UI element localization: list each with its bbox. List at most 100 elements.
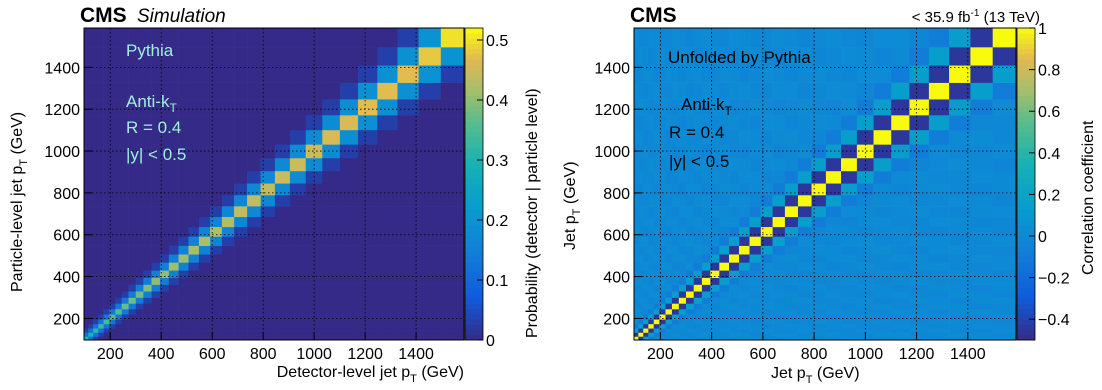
left-heatmap-cell — [305, 82, 323, 100]
right-heatmap-cell — [841, 194, 858, 207]
right-heatmap-cell — [643, 319, 649, 325]
left-heatmap-cell — [159, 65, 170, 83]
left-heatmap-cell — [128, 206, 137, 218]
right-heatmap-cell — [648, 262, 655, 271]
left-heatmap-cell — [305, 115, 323, 131]
right-heatmap-cell — [856, 99, 874, 116]
left-heatmap-cell — [103, 183, 110, 196]
left-colorbar-segment — [465, 147, 483, 154]
left-heatmap-cell — [234, 82, 248, 100]
left-heatmap-cell — [357, 309, 378, 315]
right-heatmap-cell — [648, 115, 655, 131]
right-heatmap-cell — [634, 129, 639, 145]
left-heatmap-cell — [274, 284, 291, 292]
right-heatmap-cell — [659, 277, 666, 285]
right-colorbar-segment — [1017, 158, 1035, 164]
left-heatmap-cell — [168, 129, 179, 145]
right-heatmap-cell — [643, 47, 649, 66]
left-heatmap-cell — [159, 245, 170, 255]
left-heatmap-cell — [210, 194, 223, 207]
right-heatmap-cell — [634, 28, 639, 48]
right-heatmap-cell — [729, 82, 740, 100]
left-heatmap-cell — [188, 82, 200, 100]
right-heatmap-cell — [710, 115, 720, 131]
right-heatmap-cell — [772, 297, 786, 304]
left-colorbar-segment — [465, 199, 483, 206]
right-colorbar-tick-label: 0.4 — [1038, 146, 1060, 163]
left-heatmap-cell — [289, 183, 307, 196]
right-heatmap-cell — [909, 194, 930, 207]
left-heatmap-cell — [274, 157, 291, 172]
right-heatmap-cell — [909, 332, 930, 337]
left-heatmap-cell — [289, 277, 307, 285]
right-heatmap-cell — [729, 332, 740, 337]
right-heatmap-cell — [841, 129, 858, 145]
right-heatmap-cell — [873, 303, 892, 310]
left-heatmap-cell — [84, 314, 89, 320]
right-heatmap-cell — [710, 82, 720, 100]
left-heatmap-cell — [159, 194, 170, 207]
right-heatmap-cell — [719, 157, 730, 172]
left-heatmap-cell — [151, 254, 161, 263]
left-heatmap-cell — [135, 314, 144, 320]
left-heatmap-cell — [234, 291, 248, 298]
left-heatmap-cell — [357, 206, 378, 218]
right-heatmap-cell — [811, 170, 827, 184]
right-heatmap-cell — [638, 254, 644, 263]
left-colorbar-segment — [465, 246, 483, 252]
right-heatmap-cell — [856, 303, 874, 310]
right-heatmap-cell — [760, 319, 773, 325]
right-heatmap-cell — [643, 157, 649, 172]
right-heatmap-cell — [701, 183, 711, 196]
left-heatmap-cell — [159, 297, 170, 304]
right-heatmap-cell — [811, 236, 827, 246]
left-heatmap-cell — [84, 206, 89, 218]
right-heatmap-cell — [992, 129, 1017, 145]
left-heatmap-cell — [135, 291, 144, 298]
right-heatmap-cell — [643, 65, 649, 83]
right-heatmap-cell — [678, 183, 687, 196]
left-heatmap-cell — [151, 291, 161, 298]
right-heatmap-cell — [811, 99, 827, 116]
right-heatmap-cell — [701, 65, 711, 83]
right-heatmap-cell — [949, 328, 971, 333]
left-heatmap-cell — [198, 270, 211, 278]
left-heatmap-cell — [98, 183, 104, 196]
right-heatmap-cell — [772, 245, 786, 255]
left-heatmap-cell — [159, 262, 170, 271]
left-heatmap-cell — [221, 323, 235, 329]
right-heatmap-cell — [710, 291, 720, 298]
right-heatmap-cell — [719, 82, 730, 100]
right-heatmap-cell — [701, 216, 711, 228]
right-heatmap-cell — [928, 47, 950, 66]
right-heatmap-cell — [653, 314, 660, 320]
right-heatmap-cell — [841, 216, 858, 228]
left-heatmap-cell — [151, 236, 161, 246]
right-heatmap-cell — [638, 129, 644, 145]
right-heatmap-cell — [928, 291, 950, 298]
left-heatmap-cell — [159, 319, 170, 325]
left-heatmap-cell — [188, 291, 200, 298]
right-heatmap-cell — [693, 65, 703, 83]
right-heatmap-cell — [856, 28, 874, 48]
right-heatmap-cell — [992, 115, 1017, 131]
left-colorbar-tick-label: 0.4 — [486, 93, 508, 110]
left-heatmap-cell — [88, 236, 94, 246]
left-heatmap-cell — [357, 226, 378, 237]
left-heatmap-cell — [168, 65, 179, 83]
right-heatmap-cell — [710, 226, 720, 237]
right-heatmap-cell — [928, 336, 950, 341]
left-heatmap-cell — [109, 194, 116, 207]
left-heatmap-cell — [88, 291, 94, 298]
left-heatmap-cell — [93, 82, 99, 100]
right-heatmap-cell — [784, 144, 799, 159]
right-heatmap-cell — [638, 194, 644, 207]
right-heatmap-cell — [873, 270, 892, 278]
left-heatmap-cell — [289, 226, 307, 237]
right-heatmap-cell — [749, 284, 762, 292]
right-heatmap-cell — [949, 206, 971, 218]
right-heatmap-cell — [928, 194, 950, 207]
left-heatmap-cell — [128, 323, 137, 329]
right-heatmap-cell — [659, 194, 666, 207]
left-heatmap-cell — [88, 277, 94, 285]
